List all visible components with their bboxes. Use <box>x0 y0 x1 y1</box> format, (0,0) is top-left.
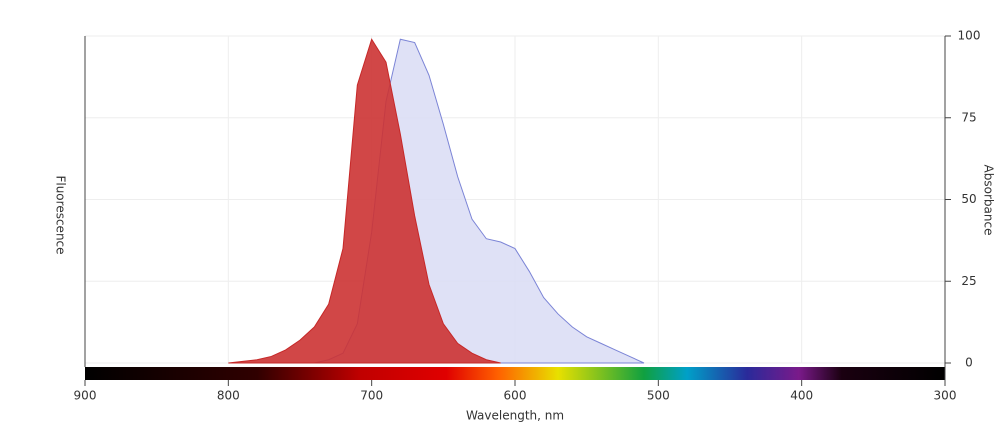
y-tick-label: 25 <box>961 274 976 288</box>
y-tick-label: 0 <box>965 356 973 370</box>
y-tick-label: 50 <box>961 192 976 206</box>
legend-label: Absorbance <box>982 165 996 236</box>
x-tick-label: 900 <box>74 389 97 403</box>
y-tick-label: 75 <box>961 110 976 124</box>
legend-label: Fluorescence <box>54 175 68 254</box>
x-tick-label: 700 <box>360 389 383 403</box>
x-tick-label: 600 <box>504 389 527 403</box>
x-tick-label: 400 <box>790 389 813 403</box>
x-tick-label: 500 <box>647 389 670 403</box>
y-tick-label: 100 <box>958 29 981 43</box>
x-axis-title: Wavelength, nm <box>466 409 564 423</box>
area-fluorescence <box>228 38 501 364</box>
x-tick-label: 800 <box>217 389 240 403</box>
spectrum-bar <box>85 367 945 380</box>
x-tick-label: 300 <box>934 389 957 403</box>
